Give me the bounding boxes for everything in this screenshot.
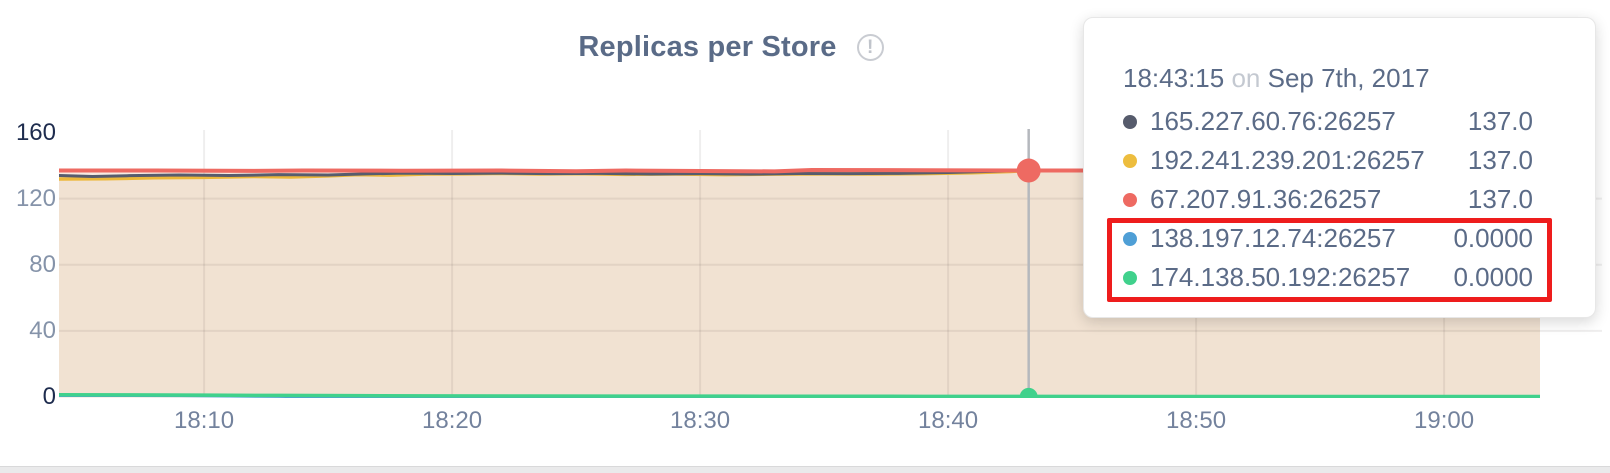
crosshair-dot (1019, 387, 1038, 398)
series-value: 0.0000 (1453, 223, 1533, 253)
tooltip-timestamp: 18:43:15 on Sep 7th, 2017 (1123, 60, 1533, 96)
x-axis-tick-label: 18:20 (422, 407, 483, 434)
tooltip-conjunction: on (1231, 63, 1261, 93)
chart-title: Replicas per Store (578, 30, 837, 63)
tooltip-series-row: 192.241.239.201:26257 137.0 (1123, 141, 1533, 180)
series-value: 137.0 (1467, 106, 1533, 136)
crosshair-dots (1016, 158, 1041, 398)
info-icon-glyph: ! (866, 36, 874, 58)
crosshair-dot (1016, 158, 1041, 183)
x-axis-tick-label: 19:00 (1414, 407, 1475, 434)
series-color-dot (1123, 231, 1137, 246)
series-value: 0.0000 (1453, 262, 1533, 292)
series-label: 192.241.239.201:26257 (1150, 145, 1425, 175)
tooltip-date: Sep 7th, 2017 (1267, 63, 1430, 93)
series-line-174.138.50.192:26257 (59, 393, 1540, 398)
series-label: 138.197.12.74:26257 (1150, 223, 1396, 253)
y-axis-tick-label: 120 (15, 184, 56, 212)
page-below-panel (0, 466, 1610, 473)
area-fills (59, 170, 1540, 398)
tooltip-series-row: 67.207.91.36:26257 137.0 (1123, 180, 1533, 219)
y-axis-tick-label: 80 (29, 250, 56, 278)
x-axis-tick-label: 18:40 (918, 407, 979, 434)
series-value: 137.0 (1467, 145, 1533, 175)
tooltip-series-row: 165.227.60.76:26257 137.0 (1123, 102, 1533, 141)
x-axis-tick-label: 18:10 (174, 407, 235, 434)
x-axis-tick-label: 18:30 (670, 407, 731, 434)
tooltip-series-list: 165.227.60.76:26257 137.0 192.241.239.201:… (1123, 102, 1533, 297)
y-axis-tick-label: 160 (15, 118, 56, 146)
series-color-dot (1123, 114, 1137, 129)
series-color-dot (1123, 153, 1137, 168)
series-color-dot (1123, 192, 1137, 207)
series-label: 165.227.60.76:26257 (1150, 106, 1396, 136)
chart-header: Replicas per Store ! (0, 26, 1462, 68)
series-label: 174.138.50.192:26257 (1150, 262, 1411, 292)
series-value: 137.0 (1467, 184, 1533, 214)
tooltip-series-row: 174.138.50.192:26257 0.0000 (1123, 258, 1533, 297)
y-axis-tick-label: 0 (42, 383, 56, 410)
y-axis-tick-label: 40 (29, 316, 56, 344)
series-lines (59, 168, 1540, 398)
info-icon[interactable]: ! (856, 33, 884, 61)
series-label: 67.207.91.36:26257 (1150, 184, 1382, 214)
series-color-dot (1123, 270, 1137, 285)
x-axis-tick-label: 18:50 (1166, 407, 1227, 434)
tooltip-series-row: 138.197.12.74:26257 0.0000 (1123, 219, 1533, 258)
chart-tooltip: 18:43:15 on Sep 7th, 2017 165.227.60.76:… (1083, 17, 1596, 318)
tooltip-time: 18:43:15 (1123, 63, 1225, 93)
